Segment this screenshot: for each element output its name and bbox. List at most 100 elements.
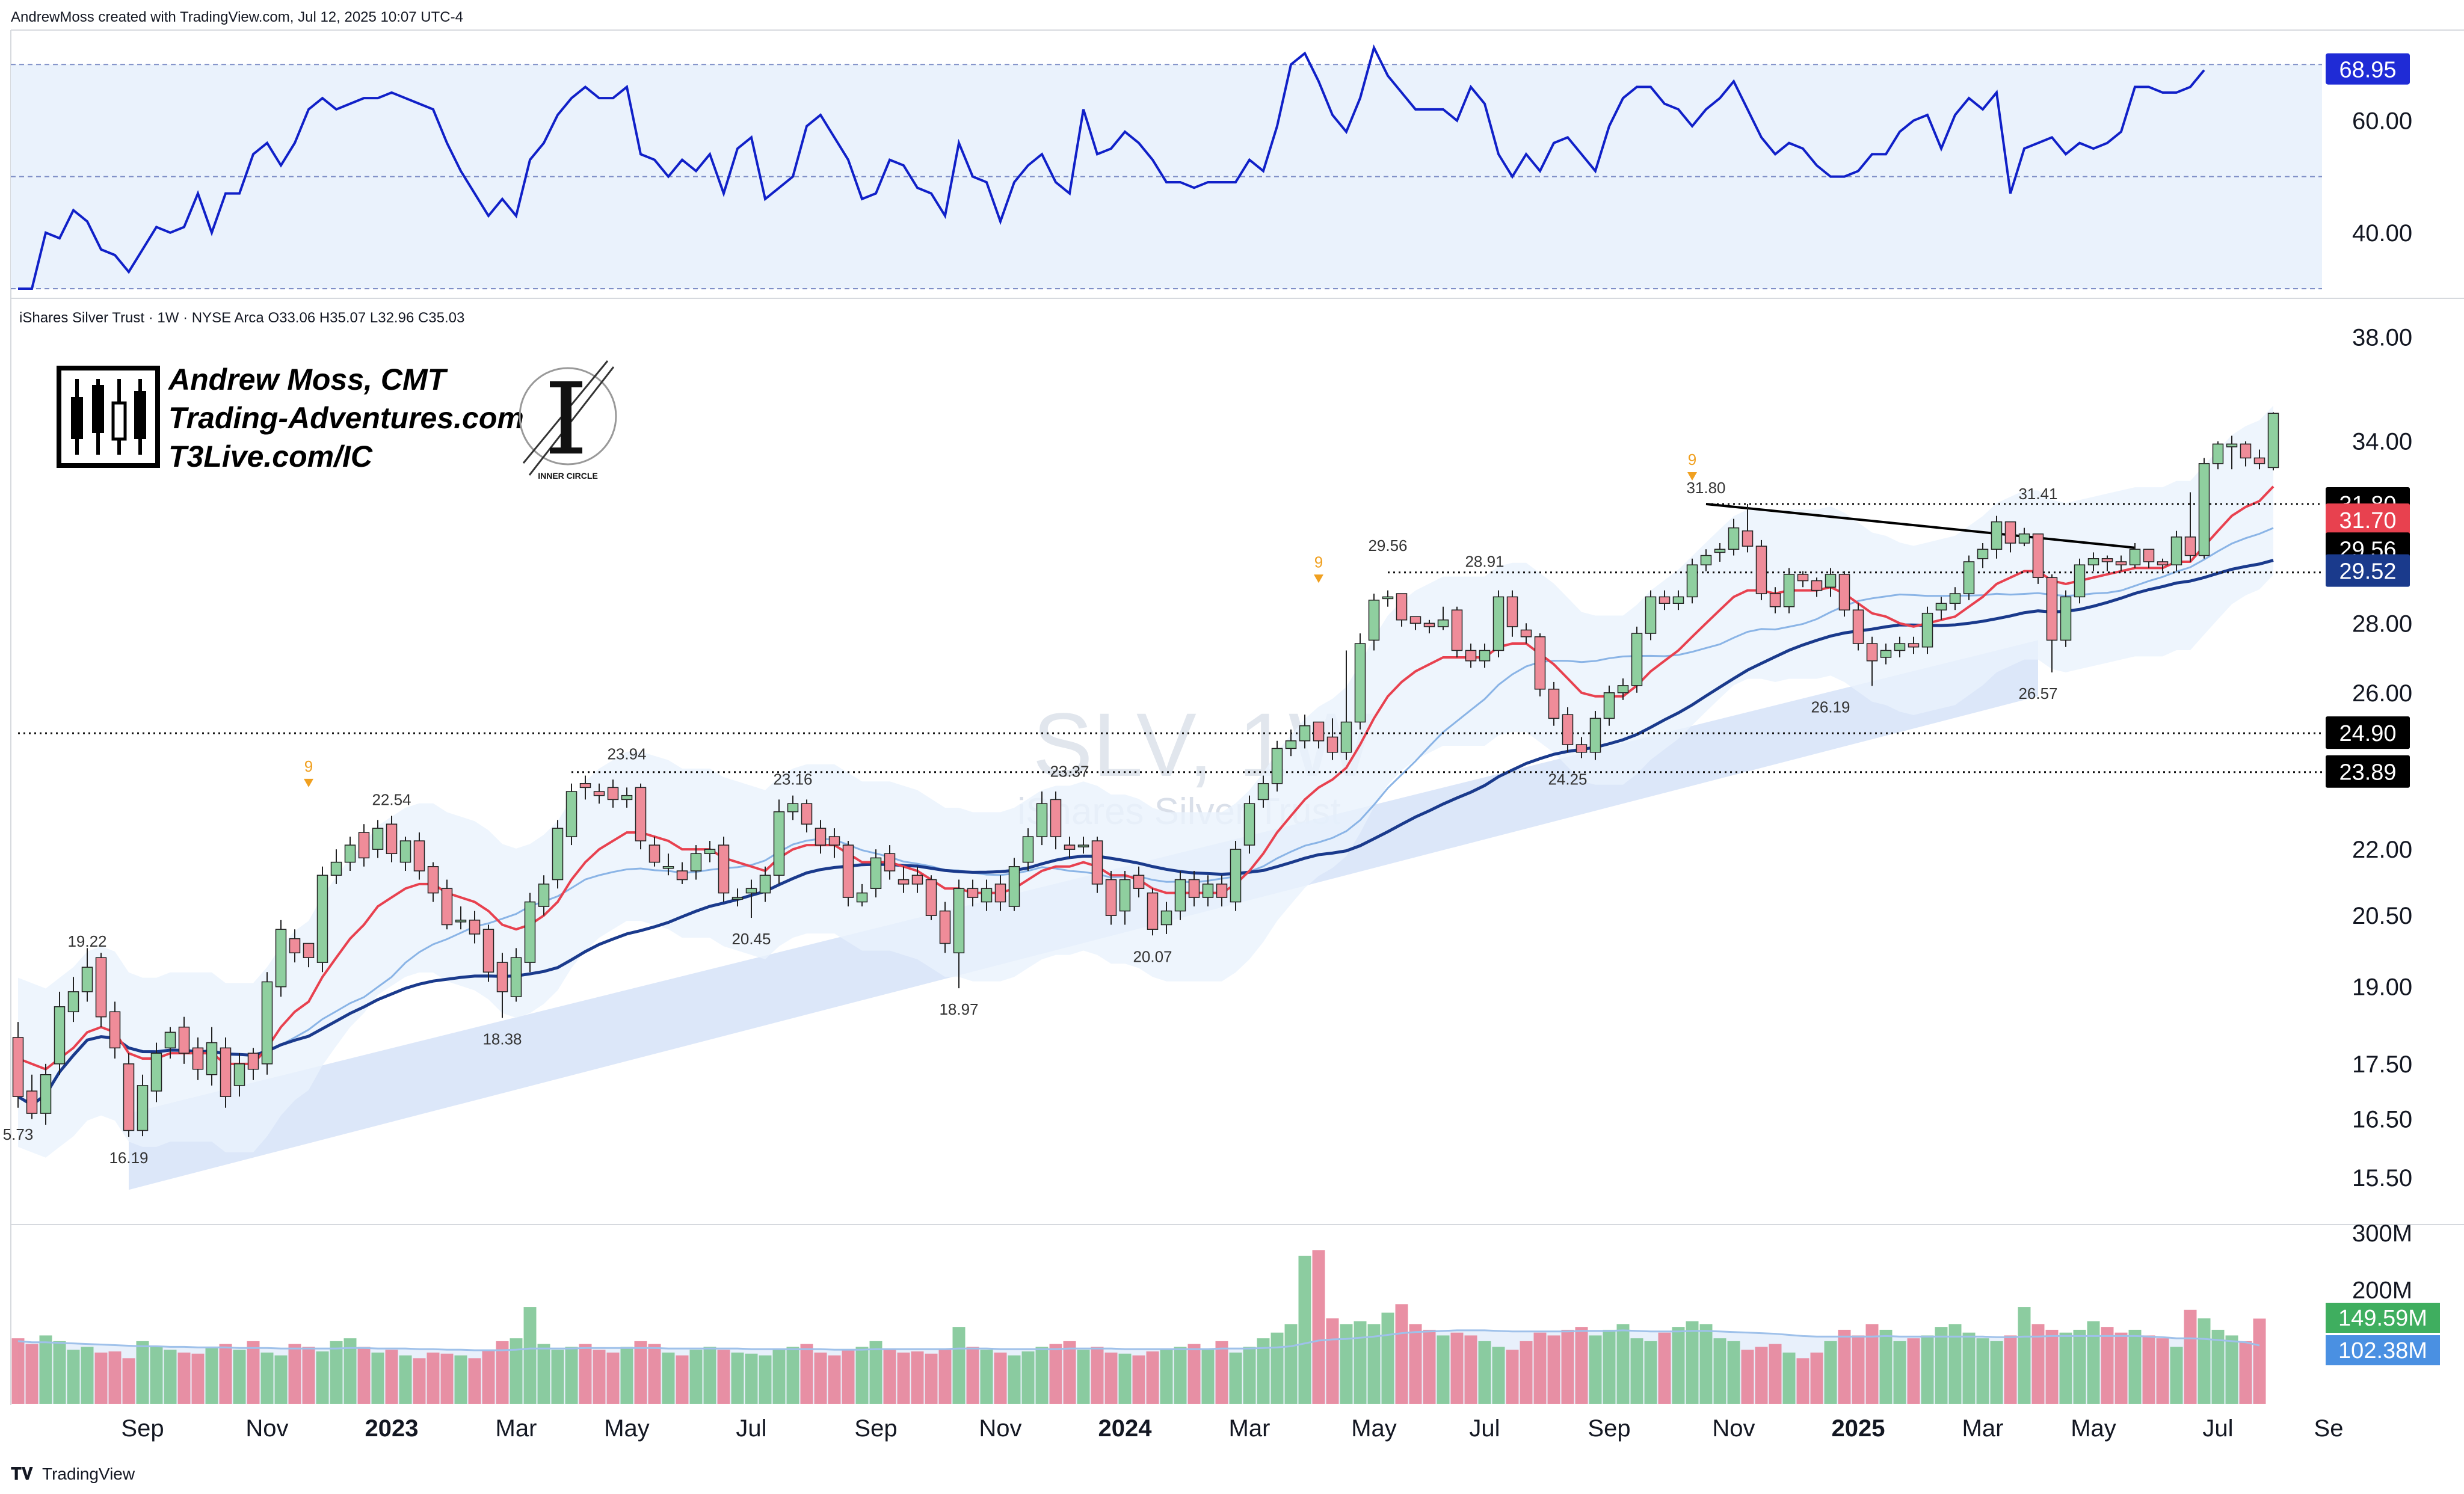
td-count-arrow-icon (1314, 574, 1323, 583)
candle-body (303, 942, 315, 958)
volume-bar (2087, 1321, 2100, 1404)
candle-body (524, 901, 536, 963)
candle-body (220, 1047, 232, 1097)
candle-body (1036, 803, 1048, 837)
volume-bar (177, 1352, 191, 1404)
inner-circle-seal-icon: INNER CIRCLE (519, 360, 617, 481)
volume-bar (1187, 1344, 1201, 1404)
candle-body (2074, 564, 2086, 598)
candle-body (81, 967, 93, 992)
volume-bar (883, 1350, 896, 1404)
volume-bar (164, 1350, 177, 1404)
candle-body (635, 787, 647, 841)
swing-price-label: 23.94 (607, 745, 646, 763)
volume-bar (302, 1347, 315, 1404)
price-tag-label: 31.70 (2339, 508, 2396, 533)
price-tag-label: 24.90 (2339, 721, 2396, 746)
candle-body (26, 1090, 38, 1114)
candle-body (1492, 596, 1505, 651)
volume-bar (136, 1341, 149, 1404)
candle-body (898, 879, 910, 885)
price-tick-label: 28.00 (2352, 610, 2412, 637)
candle-body (1313, 721, 1325, 742)
candle-body (1825, 574, 1837, 588)
volume-bar (1257, 1338, 1270, 1404)
candle-body (981, 888, 993, 903)
volume-bar (1340, 1324, 1353, 1404)
time-tick-label: 2025 (1832, 1415, 1885, 1442)
td-count-label: 9 (304, 757, 313, 775)
candle-body (67, 991, 79, 1012)
volume-bar (579, 1344, 592, 1404)
volume-bar (1810, 1352, 1823, 1404)
volume-bar (1713, 1338, 1726, 1404)
volume-bar (1589, 1335, 1602, 1404)
candle-body (1700, 555, 1712, 565)
candle-body (538, 884, 550, 907)
candle-body (275, 929, 287, 988)
candle-body (386, 823, 398, 855)
volume-bar (1976, 1338, 1989, 1404)
time-axis: Sep Nov 2023 Mar May Jul Sep Nov 2024 Mar May Jul Se… (121, 1415, 2343, 1442)
tradingview-logo-icon: 𝐓𝐕 (11, 1465, 33, 1483)
volume-bar (2156, 1338, 2169, 1404)
volume-bar (1091, 1347, 1104, 1404)
volume-current-label: 149.59M (2338, 1306, 2427, 1331)
candle-body (2253, 457, 2265, 464)
candle-body (12, 1037, 24, 1097)
time-tick-label: 2023 (365, 1415, 419, 1442)
volume-bar (1520, 1341, 1533, 1404)
candle-body (2004, 521, 2016, 544)
candle-body (1686, 564, 1698, 598)
price-tick-label: 16.50 (2352, 1107, 2412, 1133)
candle-body (939, 910, 951, 944)
candle-body (372, 828, 384, 850)
candle-body (925, 879, 937, 916)
volume-bar (1865, 1324, 1879, 1404)
volume-bar (634, 1341, 647, 1404)
volume-bar (510, 1338, 523, 1404)
tradingview-footer[interactable]: 𝐓𝐕 TradingView (11, 1465, 135, 1483)
candle-body (676, 870, 688, 881)
volume-bar (1229, 1352, 1242, 1404)
volume-bar (952, 1327, 966, 1404)
volume-bar (1298, 1255, 1311, 1404)
volume-bar (1381, 1312, 1394, 1404)
candle-body (192, 1047, 204, 1070)
header-credit: AndrewMoss created with TradingView.com,… (11, 9, 463, 25)
candle-body (1465, 650, 1477, 662)
volume-bar (2018, 1307, 2031, 1404)
candle-body (1935, 603, 1947, 610)
volume-bar (1104, 1352, 1118, 1404)
candle-body (1160, 910, 1172, 926)
candle-body (1382, 596, 1394, 600)
candle-body (1202, 884, 1214, 898)
time-tick-label: May (2071, 1415, 2116, 1442)
volume-bar (1699, 1324, 1713, 1404)
time-tick-label: Sep (1588, 1415, 1630, 1442)
time-tick-label: Nov (245, 1415, 288, 1442)
volume-bar (1049, 1344, 1062, 1404)
candle-body (773, 811, 785, 876)
swing-price-label: 16.19 (109, 1149, 148, 1167)
volume-bar (2045, 1329, 2059, 1404)
price-tick-label: 20.50 (2352, 903, 2412, 929)
volume-bar (1008, 1355, 1021, 1404)
candle-body (2240, 443, 2252, 459)
td-count-label: 9 (1688, 450, 1696, 469)
volume-bar (108, 1351, 122, 1404)
price-tick-label: 15.50 (2352, 1165, 2412, 1191)
candle-body (54, 1006, 66, 1065)
candle-body (1230, 849, 1242, 903)
volume-bar (1132, 1355, 1145, 1404)
swing-price-label: 24.25 (1548, 770, 1587, 788)
price-tick-label: 22.00 (2352, 837, 2412, 863)
candle-body (704, 849, 716, 855)
candle-body (911, 875, 923, 885)
volume-bar (219, 1344, 232, 1404)
candle-body (1257, 782, 1269, 801)
swing-price-label: 26.19 (1811, 698, 1850, 716)
td-count-label: 9 (1314, 553, 1323, 571)
candle-body (455, 920, 467, 923)
candle-body (1783, 574, 1795, 607)
